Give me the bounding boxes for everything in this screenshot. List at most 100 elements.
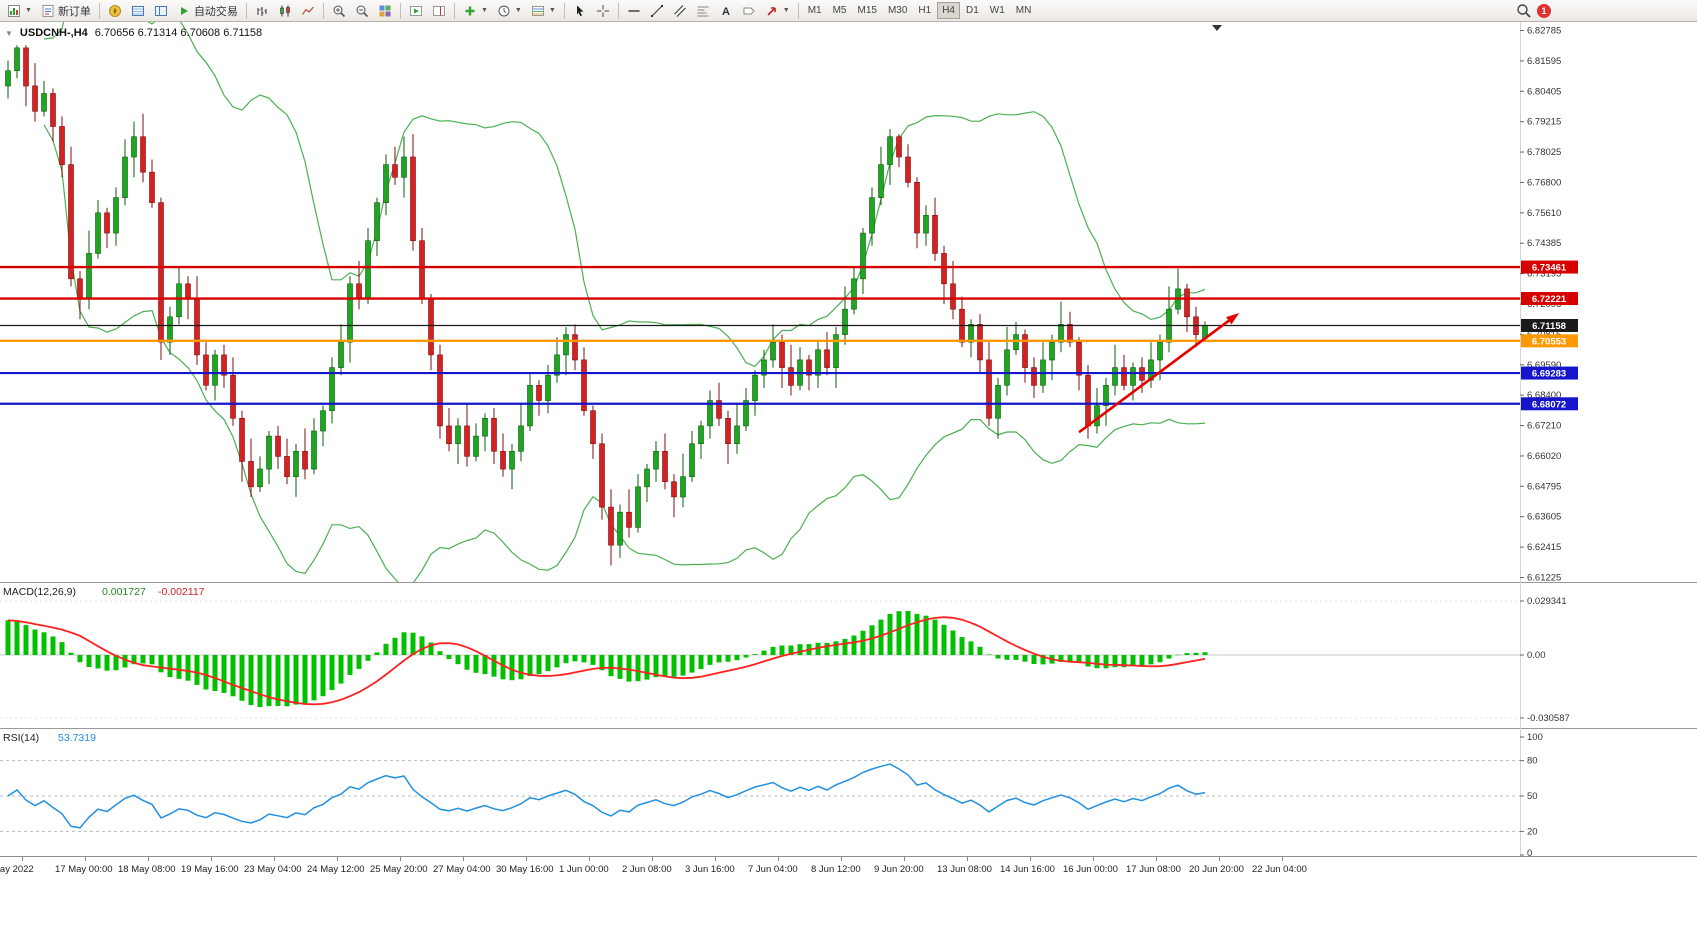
candlestick-mode-button[interactable] <box>274 1 296 20</box>
time-axis-label: 9 Jun 20:00 <box>874 864 924 875</box>
auto-scroll-button[interactable] <box>405 1 427 20</box>
macd-histogram-bar <box>428 642 434 655</box>
notification-badge[interactable]: 1 <box>1537 4 1551 18</box>
cursor-tool-button[interactable] <box>569 1 591 20</box>
mql5-community-button[interactable] <box>104 1 126 20</box>
trendline-tool-button[interactable] <box>646 1 668 20</box>
time-axis-label: 7 Jun 04:00 <box>748 864 798 875</box>
cursor-icon <box>576 5 584 16</box>
timeframe-d1[interactable]: D1 <box>966 5 979 16</box>
label-tool-button[interactable] <box>738 1 760 20</box>
trend-arrow-head[interactable] <box>1226 313 1240 325</box>
macd-histogram-bar <box>1148 655 1154 665</box>
macd-histogram-bar <box>1130 655 1136 667</box>
time-axis-label: 18 May 08:00 <box>118 864 176 875</box>
timeframe-m1[interactable]: M1 <box>807 5 822 16</box>
rsi-panel[interactable]: RSI(14) 53.7319 100 80 50 20 0 <box>0 728 1697 856</box>
time-axis-tick <box>400 857 401 861</box>
search-icon[interactable] <box>1516 3 1532 19</box>
timeframe-mn[interactable]: MN <box>1015 5 1032 16</box>
time-axis-label: 19 May 16:00 <box>181 864 239 875</box>
text-tool-button[interactable]: A <box>715 1 737 20</box>
chevron-down-icon: ▼ <box>480 7 488 14</box>
macd-histogram-bar <box>1193 652 1199 655</box>
mql5-icon <box>108 4 121 17</box>
chart-symbol-period: USDCNH-,H4 <box>19 27 88 39</box>
chart-shift-button[interactable] <box>428 1 450 20</box>
tile-windows-button[interactable] <box>374 1 396 20</box>
fibonacci-tool-button[interactable] <box>692 1 714 20</box>
one-click-trading-toggle[interactable]: ▼ <box>5 28 13 38</box>
zoom-out-button[interactable] <box>351 1 373 20</box>
line-chart-mode-button[interactable] <box>297 1 319 20</box>
macd-panel[interactable]: MACD(12,26,9) 0.001727 -0.002117 0.029341 0.… <box>0 582 1697 728</box>
macd-histogram-bar <box>338 655 344 684</box>
horizontal-line-tool-button[interactable] <box>623 1 645 20</box>
svg-text:A: A <box>722 6 730 18</box>
candle <box>14 47 20 71</box>
macd-histogram-bar <box>887 614 893 655</box>
periods-button[interactable]: ▼ <box>493 1 526 20</box>
macd-histogram-bar <box>815 642 821 655</box>
new-chart-button[interactable]: ▼ <box>3 1 36 20</box>
macd-main-value: 0.001727 <box>102 586 146 598</box>
candle <box>5 70 11 87</box>
candle <box>779 341 785 368</box>
candle <box>86 253 92 300</box>
macd-histogram-bar <box>149 655 155 665</box>
macd-histogram-bar <box>158 655 164 673</box>
chart-shift-marker[interactable] <box>1212 25 1222 31</box>
market-watch-button[interactable] <box>127 1 149 20</box>
trend-arrow-line[interactable] <box>1078 315 1236 434</box>
macd-histogram-bar <box>1094 655 1100 669</box>
toolbar-divider <box>453 2 455 19</box>
timeframe-m15[interactable]: M15 <box>857 5 877 16</box>
price-axis-label: 6.74385 <box>1527 238 1561 249</box>
macd-histogram-bar <box>482 655 488 675</box>
timeframe-m5[interactable]: M5 <box>832 5 847 16</box>
crosshair-tool-button[interactable] <box>592 1 614 20</box>
macd-histogram-bar <box>608 655 614 677</box>
bar-chart-mode-button[interactable] <box>251 1 273 20</box>
navigator-button[interactable] <box>150 1 172 20</box>
candle <box>914 182 920 234</box>
timeframe-w1[interactable]: W1 <box>989 5 1005 16</box>
candle <box>113 197 119 234</box>
main-chart[interactable]: 6.82785 6.81595 6.80405 6.79215 6.78025 6.768… <box>0 22 1697 582</box>
macd-histogram-bar <box>23 625 29 655</box>
candle <box>554 354 560 376</box>
autotrading-button[interactable]: 自动交易 <box>173 1 242 20</box>
arrow-shapes-icon <box>767 6 776 16</box>
time-axis-label: 20 Jun 20:00 <box>1189 864 1244 875</box>
candle <box>950 283 956 310</box>
timeframe-h1[interactable]: H1 <box>918 5 932 16</box>
candle <box>356 283 362 300</box>
candle <box>419 240 425 300</box>
add-indicator-button[interactable]: ▼ <box>459 1 492 20</box>
channel-tool-button[interactable] <box>669 1 691 20</box>
time-axis-tick <box>1093 857 1094 861</box>
zoom-in-button[interactable] <box>328 1 350 20</box>
candle <box>230 374 236 419</box>
timeframe-m30[interactable]: M30 <box>887 5 908 16</box>
candle <box>734 425 740 444</box>
arrow-shapes-button[interactable]: ▼ <box>761 1 794 20</box>
candle <box>860 232 866 280</box>
templates-button[interactable]: ▼ <box>527 1 560 20</box>
candle <box>1004 349 1010 386</box>
time-axis-tick <box>148 857 149 861</box>
macd-histogram-bar <box>1067 655 1073 662</box>
macd-histogram-bar <box>536 655 542 675</box>
time-axis-label: 17 Jun 08:00 <box>1126 864 1181 875</box>
timeframe-h4[interactable]: H4 <box>937 2 960 19</box>
candle <box>185 283 191 300</box>
candlestick-mode-icon <box>280 5 290 16</box>
price-tag-label: 6.70553 <box>1532 336 1566 347</box>
macd-histogram-bar <box>140 655 146 664</box>
time-axis[interactable]: May 2022 17 May 00:00 18 May 08:00 19 May 1… <box>0 856 1697 880</box>
toolbar-divider <box>322 2 324 19</box>
candle <box>23 47 29 87</box>
price-tag <box>1521 260 1578 274</box>
new-order-button[interactable]: 新订单 <box>37 1 95 20</box>
candle <box>842 308 848 335</box>
